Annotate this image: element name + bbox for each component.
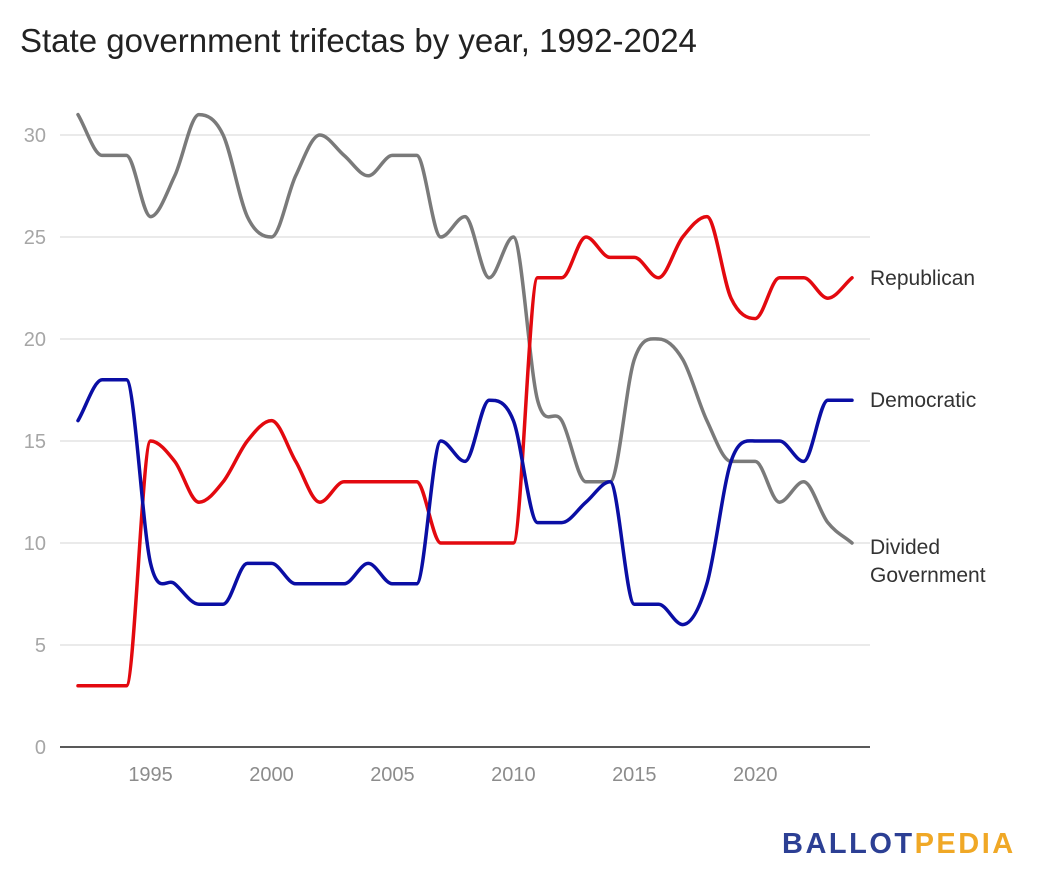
y-tick-label-20: 20 <box>24 329 46 351</box>
series-line-divided-government <box>76 112 854 545</box>
series-line-republican <box>76 214 854 688</box>
y-tick-label-25: 25 <box>24 227 46 249</box>
y-tick-label-30: 30 <box>24 125 46 147</box>
y-tick-label-15: 15 <box>24 431 46 453</box>
series-label-republican: Republican <box>870 267 975 290</box>
x-tick-label-2020: 2020 <box>733 764 778 786</box>
series-label-democratic: Democratic <box>870 389 976 412</box>
logo-text-ballot: BALLOT <box>782 828 915 860</box>
series-label-divided-government-line-2: Government <box>870 564 986 587</box>
y-tick-label-10: 10 <box>24 533 46 555</box>
x-tick-label-2010: 2010 <box>491 764 536 786</box>
series-labels: Divided Government Republican Democratic <box>870 267 986 587</box>
logo-text-pedia: PEDIA <box>914 828 1016 860</box>
series-lines <box>76 112 854 688</box>
series-line-democratic <box>76 378 854 627</box>
x-tick-label-2015: 2015 <box>612 764 657 786</box>
x-axis-ticks: 1995 2000 2005 2010 2015 2020 <box>128 764 777 786</box>
y-axis-ticks: 0 5 10 15 20 25 30 <box>24 125 46 759</box>
y-tick-label-5: 5 <box>35 635 46 657</box>
ballotpedia-logo: BALLOTPEDIA <box>782 828 1016 861</box>
series-label-divided-government-line-1: Divided <box>870 536 940 559</box>
chart-title: State government trifectas by year, 1992… <box>20 22 697 59</box>
x-tick-label-2005: 2005 <box>370 764 415 786</box>
y-tick-label-0: 0 <box>35 737 46 759</box>
x-tick-label-2000: 2000 <box>249 764 294 786</box>
x-tick-label-1995: 1995 <box>128 764 173 786</box>
